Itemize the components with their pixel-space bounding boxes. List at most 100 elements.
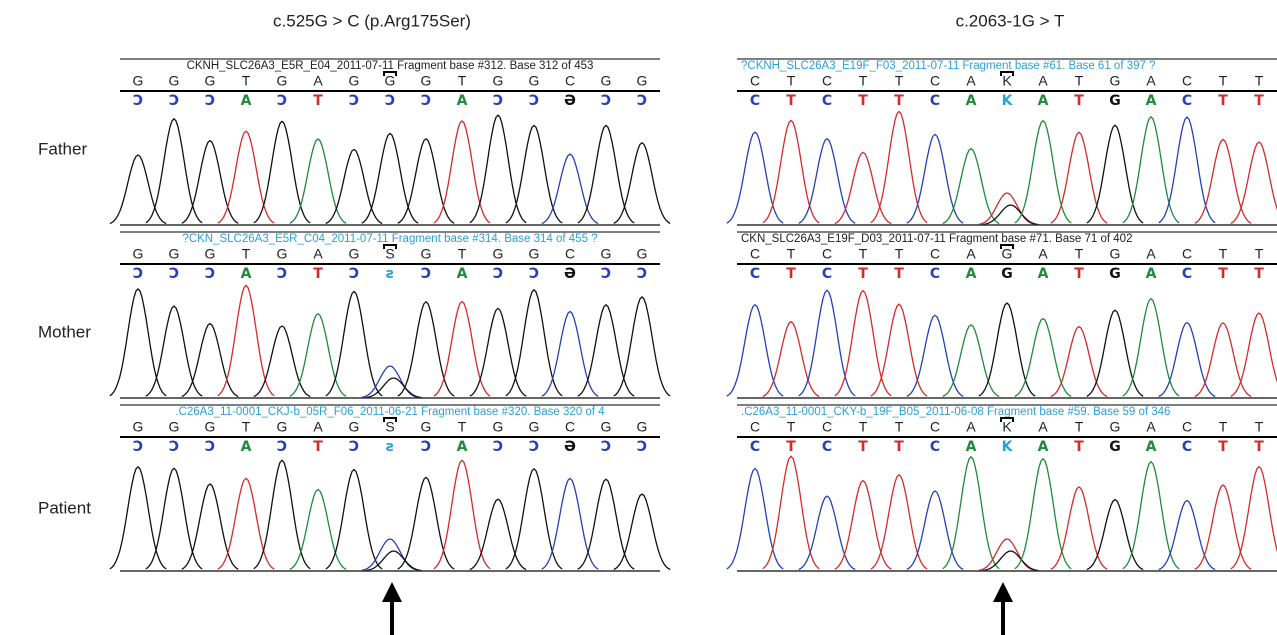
trace-header: ?CKNH_SLC26A3_E19F_F03_2011-07-11 Fragme…	[741, 60, 1155, 72]
base-letter: G	[421, 73, 432, 89]
base-call: C	[1182, 439, 1192, 455]
base-call: Ɔ	[205, 439, 215, 455]
trace-peak	[871, 112, 927, 223]
trace-peak	[326, 150, 382, 224]
trace-peak	[614, 494, 670, 569]
base-call: C	[1182, 266, 1192, 282]
trace-peak	[182, 141, 238, 224]
trace-peak	[326, 470, 382, 569]
trace-peak	[146, 119, 202, 223]
base-letter: C	[930, 419, 940, 435]
figure: c.525G > C (p.Arg175Ser) c.2063-1G > T F…	[0, 0, 1277, 635]
base-call: A	[457, 439, 468, 455]
trace-peak	[1123, 299, 1179, 396]
trace-peak	[1159, 323, 1215, 397]
base-letter: C	[1182, 73, 1192, 89]
trace-peak	[1159, 501, 1215, 570]
base-letter: G	[529, 419, 540, 435]
trace-peak	[1195, 140, 1251, 224]
trace-peak	[470, 115, 526, 223]
trace-peak	[218, 131, 274, 223]
base-call: C	[930, 266, 940, 282]
base-call: C	[930, 93, 940, 109]
base-call: C	[750, 93, 760, 109]
base-call: A	[241, 439, 252, 455]
base-call: Ɔ	[421, 93, 431, 109]
trace-peak	[290, 314, 346, 397]
trace-peak	[1015, 459, 1071, 569]
base-call: ƨ	[386, 439, 394, 455]
trace-peak	[799, 290, 855, 396]
trace-peak	[398, 477, 454, 569]
row-label: Mother	[38, 322, 91, 341]
base-letter: C	[930, 246, 940, 262]
trace-peak	[578, 305, 634, 396]
base-call: C	[822, 93, 832, 109]
trace-peak	[506, 126, 562, 224]
base-letter: T	[859, 246, 868, 262]
base-letter: T	[1075, 246, 1084, 262]
base-call: A	[1146, 93, 1157, 109]
base-call: Ɔ	[385, 93, 395, 109]
base-letter: G	[493, 73, 504, 89]
base-call: T	[786, 439, 796, 455]
arrow	[382, 582, 402, 635]
base-letter: G	[637, 419, 648, 435]
trace-peak	[578, 479, 634, 569]
base-letter: G	[133, 73, 144, 89]
base-call: Ɔ	[529, 266, 539, 282]
base-letter: A	[313, 246, 323, 262]
base-letter: A	[966, 419, 976, 435]
base-letter: G	[637, 73, 648, 89]
base-call: Ɔ	[529, 93, 539, 109]
trace-peak	[290, 139, 346, 223]
base-call: Ɔ	[529, 439, 539, 455]
base-call: Ə	[564, 93, 576, 109]
base-call: Ɔ	[601, 93, 611, 109]
base-letter: G	[493, 419, 504, 435]
base-call: T	[858, 93, 868, 109]
base-letter: A	[1038, 73, 1048, 89]
base-letter: T	[1219, 419, 1228, 435]
base-letter: G	[529, 73, 540, 89]
base-letter: G	[601, 246, 612, 262]
base-call: T	[1074, 266, 1084, 282]
trace-peak	[1231, 142, 1277, 223]
base-letter: T	[1255, 73, 1264, 89]
base-call: T	[1074, 93, 1084, 109]
base-letter: A	[1038, 246, 1048, 262]
trace-peak	[1231, 313, 1277, 396]
base-letter: T	[1075, 73, 1084, 89]
base-call: T	[858, 266, 868, 282]
arrow	[993, 582, 1013, 635]
base-call: T	[1254, 93, 1264, 109]
base-letter: T	[859, 73, 868, 89]
base-call: G	[1001, 266, 1013, 282]
base-call: Ɔ	[169, 93, 179, 109]
trace-peak	[470, 308, 526, 396]
trace-header: CKNH_SLC26A3_E5R_E04_2011-07-11 Fragment…	[187, 60, 594, 72]
base-call: C	[750, 439, 760, 455]
base-letter: G	[529, 246, 540, 262]
base-call: Ɔ	[205, 266, 215, 282]
base-letter: A	[1146, 419, 1156, 435]
trace-peak	[943, 325, 999, 397]
trace-peak	[1087, 500, 1143, 570]
base-call: ƨ	[386, 266, 394, 282]
trace-peak	[578, 125, 634, 223]
base-letter: S	[385, 246, 394, 262]
trace-header: CKN_SLC26A3_E19F_D03_2011-07-11 Fragment…	[741, 233, 1132, 245]
base-call: C	[750, 266, 760, 282]
base-letter: G	[277, 419, 288, 435]
base-letter: T	[1219, 246, 1228, 262]
base-letter: T	[895, 419, 904, 435]
base-letter: C	[1182, 419, 1192, 435]
trace-peak	[1051, 487, 1107, 569]
trace-peak	[907, 315, 963, 396]
base-letter: G	[205, 246, 216, 262]
base-call: Ɔ	[637, 439, 647, 455]
base-call: Ɔ	[637, 93, 647, 109]
base-letter: A	[1146, 73, 1156, 89]
base-call: Ɔ	[493, 266, 503, 282]
base-letter: G	[277, 73, 288, 89]
